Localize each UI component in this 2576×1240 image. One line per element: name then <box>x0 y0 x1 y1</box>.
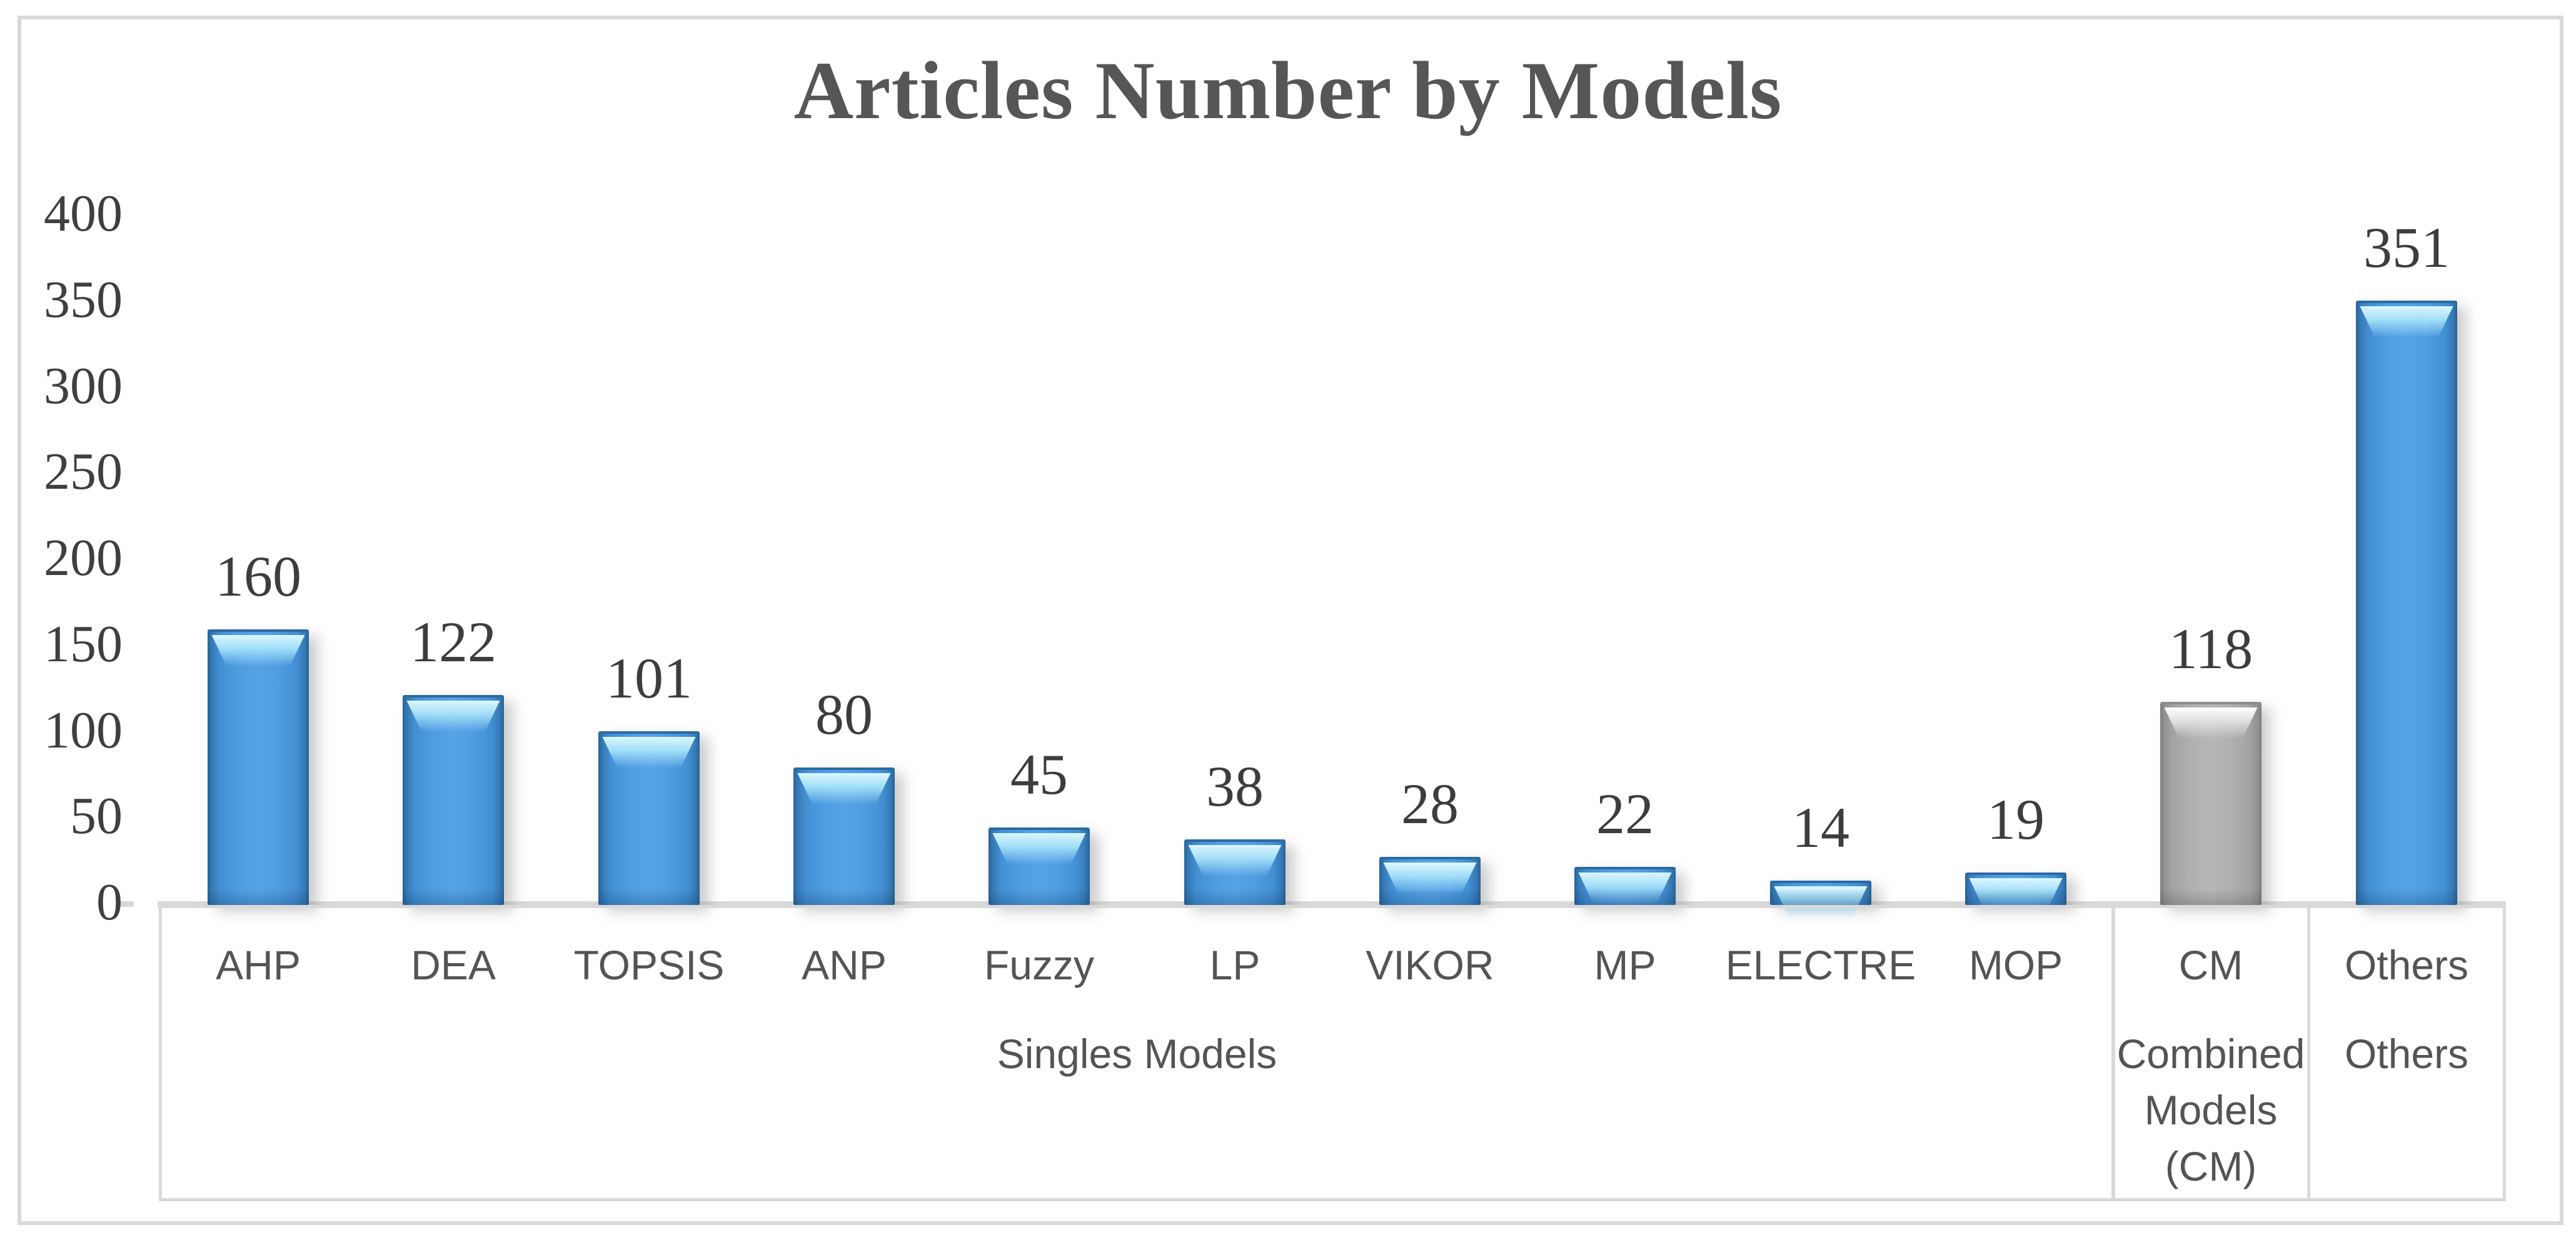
bar-cm <box>2160 702 2262 905</box>
bar-lp <box>1184 839 1285 905</box>
data-label-electre: 14 <box>1792 796 1849 859</box>
data-label-fuzzy: 45 <box>1010 742 1068 806</box>
chart-title: Articles Number by Models <box>793 44 1783 136</box>
category-label-mop: MOP <box>1968 942 2063 988</box>
category-label-anp: ANP <box>802 942 887 988</box>
data-label-cm: 118 <box>2168 617 2253 681</box>
data-label-others: 351 <box>2363 216 2450 279</box>
category-label-topsis: TOPSIS <box>573 942 725 988</box>
group-label-combined-models-cm-: Combined Models (CM) <box>2116 1031 2305 1189</box>
data-label-lp: 38 <box>1206 754 1264 818</box>
y-tick-label-150: 150 <box>44 615 123 673</box>
y-tick-label-250: 250 <box>44 442 123 501</box>
data-label-vikor: 28 <box>1401 772 1459 836</box>
bar-vikor <box>1379 857 1481 905</box>
data-label-mop: 19 <box>1987 788 2045 851</box>
x-axis-line <box>158 901 2506 907</box>
category-label-others: Others <box>2344 942 2469 988</box>
bar-mop <box>1965 872 2066 905</box>
data-label-anp: 80 <box>815 682 873 746</box>
y-axis-zero-tick <box>119 901 134 907</box>
data-label-topsis: 101 <box>606 646 692 710</box>
bar-ahp <box>208 629 309 905</box>
y-tick-label-200: 200 <box>44 529 123 587</box>
y-tick-label-350: 350 <box>44 271 123 329</box>
category-label-mp: MP <box>1594 942 1656 988</box>
group-label-others: Others <box>2344 1031 2469 1077</box>
category-label-lp: LP <box>1209 942 1260 988</box>
bar-others <box>2356 301 2457 905</box>
group-box-others <box>2307 905 2506 1201</box>
bar-dea <box>403 695 504 905</box>
y-tick-label-100: 100 <box>44 701 123 759</box>
y-tick-label-400: 400 <box>44 184 123 242</box>
bar-electre <box>1770 881 1871 905</box>
bar-anp <box>793 768 895 905</box>
bar-mp <box>1574 867 1676 905</box>
bar-topsis <box>598 731 700 905</box>
category-label-cm: CM <box>2178 942 2243 988</box>
data-label-dea: 122 <box>410 610 496 674</box>
y-tick-label-300: 300 <box>44 357 123 415</box>
bar-fuzzy <box>989 828 1090 905</box>
category-label-dea: DEA <box>411 942 496 988</box>
y-tick-label-0: 0 <box>96 873 123 931</box>
category-label-vikor: VIKOR <box>1366 942 1494 988</box>
data-label-mp: 22 <box>1596 782 1654 846</box>
category-label-ahp: AHP <box>216 942 301 988</box>
category-label-electre: ELECTRE <box>1725 942 1916 988</box>
data-label-ahp: 160 <box>215 544 301 608</box>
category-label-fuzzy: Fuzzy <box>984 942 1095 988</box>
group-label-singles-models: Singles Models <box>997 1031 1277 1077</box>
figure-border <box>18 16 2563 1225</box>
y-tick-label-50: 50 <box>70 787 123 845</box>
